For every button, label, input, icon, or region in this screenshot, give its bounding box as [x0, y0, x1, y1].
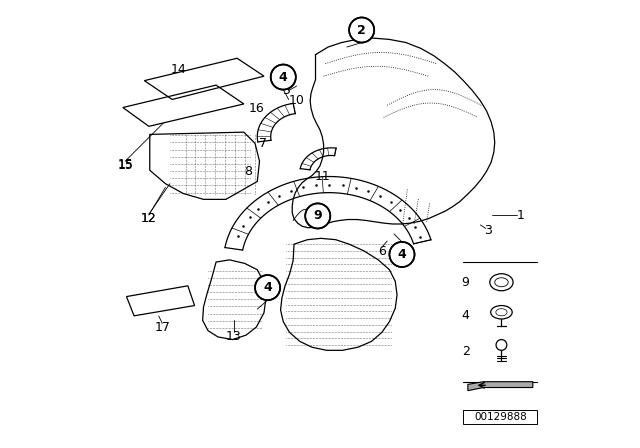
Text: 4: 4: [461, 309, 470, 323]
Text: 10: 10: [289, 94, 305, 108]
Text: 3: 3: [484, 224, 492, 237]
Text: 14: 14: [171, 63, 187, 76]
Text: 4: 4: [397, 248, 406, 261]
Circle shape: [390, 242, 415, 267]
Text: 15: 15: [117, 158, 133, 172]
Text: 13: 13: [226, 330, 242, 344]
Text: 15: 15: [117, 159, 133, 172]
Circle shape: [349, 17, 374, 43]
Ellipse shape: [491, 306, 512, 319]
Text: 1: 1: [516, 208, 525, 222]
Text: 16: 16: [248, 102, 264, 115]
Text: 9: 9: [461, 276, 470, 289]
Text: 12: 12: [141, 212, 157, 225]
Circle shape: [305, 203, 330, 228]
Text: 5: 5: [283, 84, 291, 97]
Text: 9: 9: [314, 209, 322, 223]
Circle shape: [271, 65, 296, 90]
Circle shape: [255, 275, 280, 300]
Text: 2: 2: [461, 345, 470, 358]
Text: 4: 4: [279, 70, 287, 84]
Text: 6: 6: [378, 245, 386, 258]
Text: 00129888: 00129888: [474, 412, 527, 422]
Circle shape: [496, 340, 507, 350]
Text: 11: 11: [314, 170, 330, 184]
Text: 8: 8: [244, 164, 252, 178]
Text: 7: 7: [259, 137, 267, 150]
Text: 17: 17: [154, 320, 170, 334]
Text: 12: 12: [141, 212, 157, 225]
Text: 2: 2: [357, 23, 366, 37]
Ellipse shape: [490, 274, 513, 291]
Polygon shape: [468, 382, 533, 391]
Text: 4: 4: [263, 281, 272, 294]
